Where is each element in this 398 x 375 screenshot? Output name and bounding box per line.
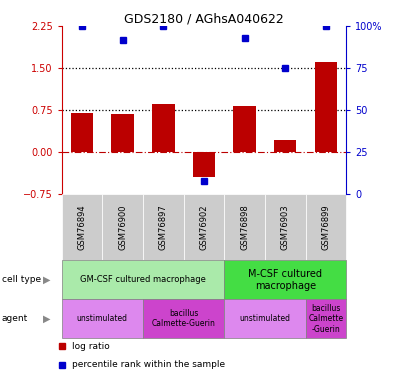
Bar (143, 299, 224, 338)
Bar (183, 194, 224, 260)
Text: GSM76894: GSM76894 (78, 204, 86, 250)
Bar (274, 140, 297, 152)
Bar (71, 113, 93, 152)
Bar (265, 194, 306, 260)
Bar (224, 260, 346, 299)
Text: cell type: cell type (2, 275, 41, 284)
Text: ▶: ▶ (43, 314, 51, 324)
Text: agent: agent (2, 314, 28, 323)
Text: ▶: ▶ (43, 275, 51, 285)
Text: bacillus
Calmette
-Guerin: bacillus Calmette -Guerin (308, 304, 343, 334)
Text: GM-CSF cultured macrophage: GM-CSF cultured macrophage (80, 275, 206, 284)
Bar (224, 299, 306, 338)
Text: GSM76897: GSM76897 (159, 204, 168, 250)
Text: unstimulated: unstimulated (77, 314, 128, 323)
Text: GSM76900: GSM76900 (118, 204, 127, 250)
Text: GSM76902: GSM76902 (199, 204, 209, 250)
Bar (234, 106, 256, 152)
Bar (315, 62, 337, 152)
Text: M-CSF cultured
macrophage: M-CSF cultured macrophage (248, 269, 322, 291)
Bar (62, 260, 224, 299)
Title: GDS2180 / AGhsA040622: GDS2180 / AGhsA040622 (124, 12, 284, 25)
Text: log ratio: log ratio (72, 342, 109, 351)
Bar (193, 152, 215, 177)
Text: GSM76903: GSM76903 (281, 204, 290, 250)
Text: bacillus
Calmette-Guerin: bacillus Calmette-Guerin (152, 309, 216, 328)
Bar (143, 194, 183, 260)
Text: GSM76898: GSM76898 (240, 204, 249, 250)
Bar (306, 299, 346, 338)
Text: percentile rank within the sample: percentile rank within the sample (72, 360, 225, 369)
Bar (111, 114, 134, 152)
Text: unstimulated: unstimulated (240, 314, 291, 323)
Text: GSM76899: GSM76899 (322, 204, 330, 250)
Bar (306, 194, 346, 260)
Bar (102, 194, 143, 260)
Bar (224, 194, 265, 260)
Bar (62, 194, 102, 260)
Bar (62, 299, 143, 338)
Bar (152, 104, 174, 152)
